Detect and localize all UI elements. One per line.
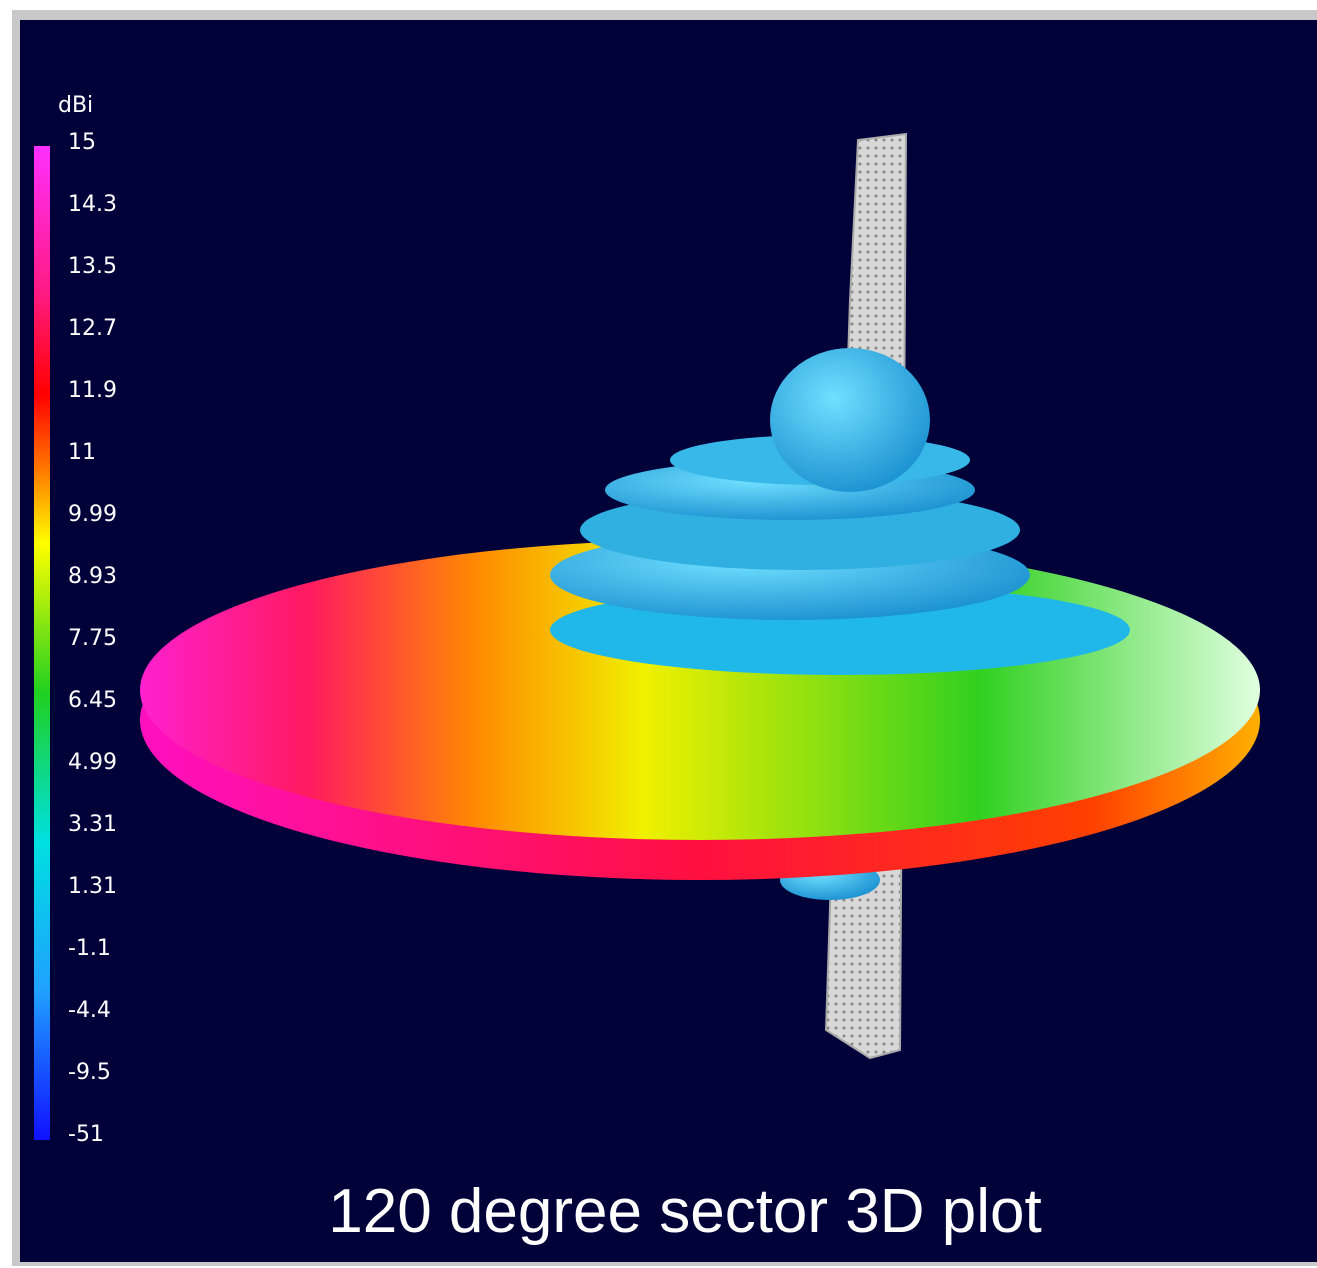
colorbar-label: -51 bbox=[68, 1122, 104, 1147]
colorbar-label: -4.4 bbox=[68, 998, 111, 1023]
colorbar-label: 3.31 bbox=[68, 812, 117, 837]
colorbar-label: 15 bbox=[68, 130, 96, 155]
colorbar-label: -1.1 bbox=[68, 936, 111, 961]
colorbar-label: 1.31 bbox=[68, 874, 117, 899]
colorbar-label: 8.93 bbox=[68, 564, 117, 589]
page: dBi 15 14.3 13.5 12.7 11.9 11 9.99 8.93 7.75 6.45… bbox=[0, 0, 1317, 1268]
colorbar-label: 12.7 bbox=[68, 316, 117, 341]
colorbar-label: 9.99 bbox=[68, 502, 117, 527]
caption: 120 degree sector 3D plot bbox=[328, 1177, 1041, 1246]
colorbar-label: 4.99 bbox=[68, 750, 117, 775]
plot-window: dBi 15 14.3 13.5 12.7 11.9 11 9.99 8.93 7.75 6.45… bbox=[0, 0, 1317, 1268]
colorbar bbox=[34, 146, 50, 1140]
colorbar-label: 14.3 bbox=[68, 192, 117, 217]
colorbar-unit: dBi bbox=[58, 93, 93, 118]
colorbar-label: 11.9 bbox=[68, 378, 117, 403]
colorbar-label: 7.75 bbox=[68, 626, 117, 651]
top-lobe bbox=[770, 348, 930, 492]
colorbar-label: 13.5 bbox=[68, 254, 117, 279]
colorbar-label: 11 bbox=[68, 440, 96, 465]
colorbar-label: 6.45 bbox=[68, 688, 117, 713]
colorbar-label: -9.5 bbox=[68, 1060, 111, 1085]
